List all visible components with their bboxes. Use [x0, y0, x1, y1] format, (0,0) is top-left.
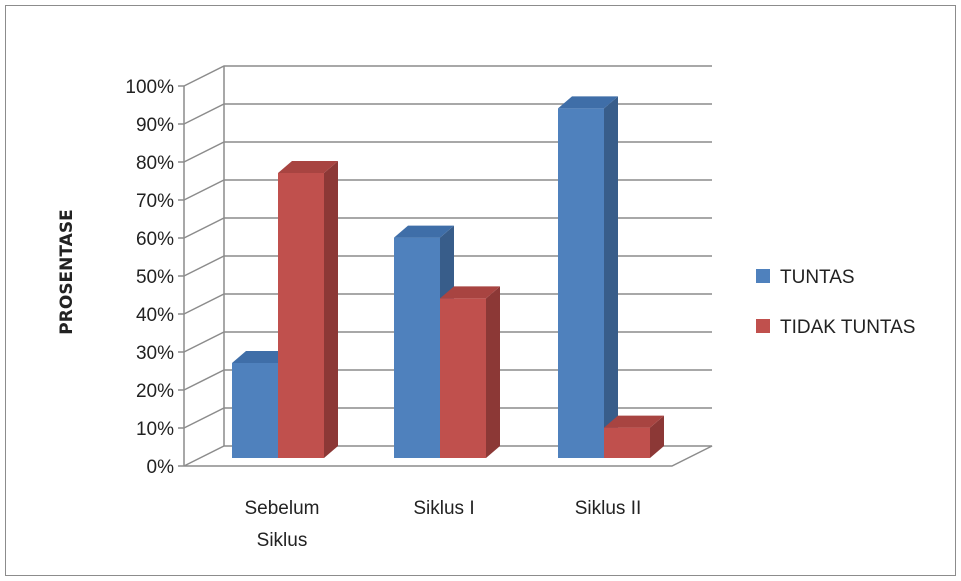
gridline	[183, 103, 712, 125]
gridline	[183, 369, 712, 391]
gridline	[183, 293, 712, 315]
y-axis-ticks: 0% 10% 20% 30% 40% 50% 60% 70% 80% 90% 100%	[125, 77, 184, 478]
legend-swatch	[756, 269, 770, 283]
gridline	[183, 217, 712, 239]
legend: TUNTAS TIDAK TUNTAS	[756, 267, 915, 338]
bar	[278, 161, 338, 458]
y-tick-label: 100%	[125, 77, 174, 98]
bar-front	[394, 237, 440, 458]
bar-top	[604, 415, 664, 428]
chart-floor	[183, 445, 713, 467]
gridline	[183, 65, 712, 87]
y-tick-label: 50%	[136, 267, 174, 288]
x-axis-labels: Sebelum Siklus Siklus I Siklus II	[245, 498, 642, 551]
y-tick-label: 70%	[136, 191, 174, 212]
y-tick-label: 0%	[147, 457, 175, 478]
bar-side	[650, 415, 664, 458]
bar	[440, 286, 500, 458]
bar-side	[486, 286, 500, 458]
y-tick-label: 20%	[136, 381, 174, 402]
bar-top	[394, 225, 454, 238]
gridline	[183, 141, 712, 163]
bar-front	[558, 108, 604, 459]
bar-top	[440, 286, 500, 299]
legend-label: TIDAK TUNTAS	[780, 317, 915, 338]
bar	[558, 96, 618, 459]
gridline	[183, 255, 712, 277]
y-tick-label: 10%	[136, 419, 174, 440]
bar-side	[604, 96, 618, 459]
bar-top	[232, 351, 292, 363]
y-tick-label: 80%	[136, 153, 174, 174]
x-tick-label: Siklus	[257, 530, 308, 551]
bar-top	[278, 161, 338, 173]
x-tick-label: Siklus II	[575, 498, 642, 519]
y-tick-label: 30%	[136, 343, 174, 364]
bar-side	[324, 161, 338, 458]
y-axis-title: PROSENTASE	[57, 209, 77, 334]
legend-swatch	[756, 319, 770, 333]
gridlines	[183, 65, 712, 429]
gridline	[183, 331, 712, 353]
y-tick-label: 40%	[136, 305, 174, 326]
bars	[232, 96, 664, 459]
x-tick-label: Siklus I	[413, 498, 474, 519]
bar-front	[440, 298, 486, 458]
gridline	[183, 407, 712, 429]
x-tick-label: Sebelum	[245, 498, 320, 519]
bar-front	[604, 427, 650, 458]
bar-front	[278, 173, 324, 458]
gridline	[183, 179, 712, 201]
bar-top	[558, 96, 618, 109]
legend-label: TUNTAS	[780, 267, 855, 288]
bar-front	[232, 363, 278, 458]
y-tick-label: 60%	[136, 229, 174, 250]
y-tick-label: 90%	[136, 115, 174, 136]
bar	[604, 415, 664, 458]
